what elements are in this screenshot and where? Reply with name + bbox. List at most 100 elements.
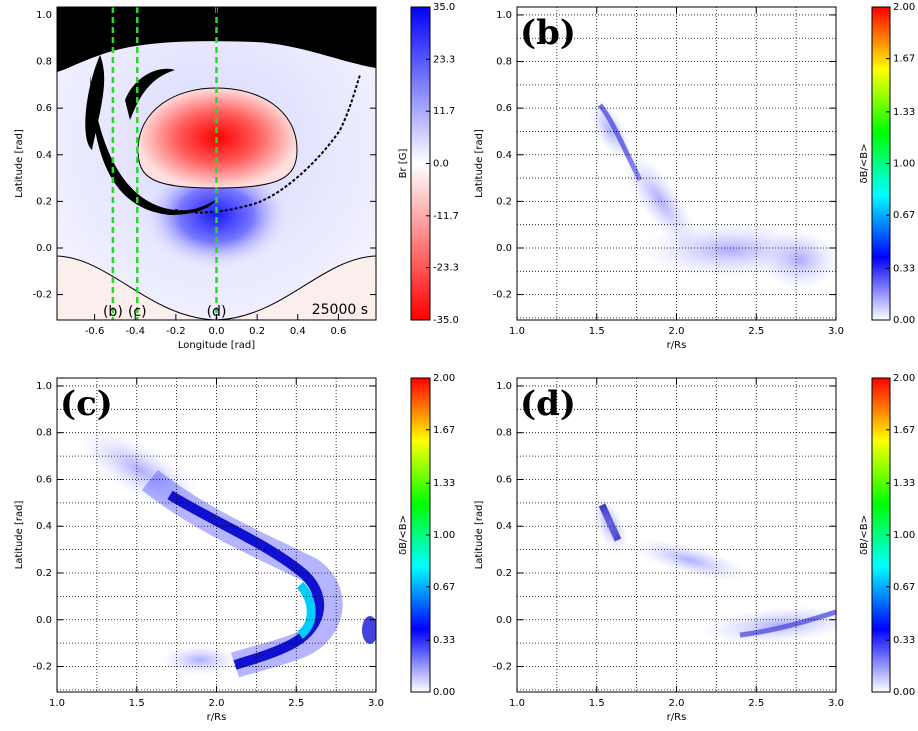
y-tick-label: 0.4 bbox=[496, 521, 512, 532]
x-tick-label: 0.2 bbox=[249, 326, 265, 337]
colorbar-tick-label: 1.33 bbox=[433, 478, 455, 489]
x-tick-label: 0.0 bbox=[209, 326, 225, 337]
y-tick-label: 0.4 bbox=[36, 521, 52, 532]
marker-label: (d) bbox=[207, 304, 227, 320]
x-tick-label: 2.5 bbox=[748, 326, 764, 337]
y-tick-label: 0.2 bbox=[496, 568, 512, 579]
y-tick-label: 1.0 bbox=[496, 10, 512, 21]
colorbar-tick-label: 1.00 bbox=[893, 530, 915, 541]
colorbar-tick-label: 1.67 bbox=[433, 425, 455, 436]
colorbar-tick-label: 1.33 bbox=[893, 107, 915, 118]
y-tick-label: 0.4 bbox=[36, 150, 52, 161]
marker-label: (b) bbox=[103, 304, 123, 320]
x-tick-label: 1.5 bbox=[589, 326, 605, 337]
y-tick-label: 0.6 bbox=[36, 474, 52, 485]
colorbar-tick-label: 23.3 bbox=[433, 54, 455, 65]
y-axis-label: Latitude [rad] bbox=[14, 129, 25, 198]
annotation: 25000 s bbox=[312, 302, 368, 318]
colorbar-tick-label: 0.67 bbox=[433, 582, 455, 593]
colorbar-tick-label: 0.00 bbox=[893, 315, 915, 326]
y-tick-label: 1.0 bbox=[36, 381, 52, 392]
y-tick-label: 0.0 bbox=[36, 615, 52, 626]
colorbar-tick-label: 2.00 bbox=[893, 373, 915, 384]
y-tick-label: 0.8 bbox=[496, 428, 512, 439]
y-tick-label: 1.0 bbox=[496, 381, 512, 392]
colorbar-label: δB/<B> bbox=[859, 144, 870, 184]
y-tick-label: -0.2 bbox=[492, 662, 512, 673]
y-tick-label: -0.2 bbox=[492, 290, 512, 301]
x-tick-label: 0.4 bbox=[290, 326, 306, 337]
colorbar-tick-label: 11.7 bbox=[433, 106, 455, 117]
colorbar-tick-label: 0.67 bbox=[893, 582, 915, 593]
colorbar-tick-label: 2.00 bbox=[433, 373, 455, 384]
x-tick-label: 0.6 bbox=[330, 326, 346, 337]
y-tick-label: 0.2 bbox=[496, 196, 512, 207]
panel-label: (a) bbox=[60, 13, 114, 53]
colorbar-tick-label: 0.33 bbox=[893, 635, 915, 646]
y-axis-label: Latitude [rad] bbox=[474, 129, 485, 198]
x-axis-label: r/Rs bbox=[207, 712, 227, 723]
y-tick-label: 0.4 bbox=[496, 150, 512, 161]
x-tick-label: -0.2 bbox=[166, 326, 186, 337]
colorbar-tick-label: 35.0 bbox=[433, 2, 455, 13]
x-tick-label: -0.4 bbox=[125, 326, 145, 337]
colorbar-label: δB/<B> bbox=[398, 515, 409, 555]
colorbar-tick-label: 0.67 bbox=[893, 210, 915, 221]
x-tick-label: 1.0 bbox=[509, 326, 525, 337]
colorbar-tick-label: -11.7 bbox=[433, 211, 459, 222]
x-axis-label: r/Rs bbox=[667, 712, 687, 723]
x-tick-label: 1.0 bbox=[49, 698, 65, 709]
x-tick-label: 3.0 bbox=[368, 698, 384, 709]
x-tick-label: 2.0 bbox=[669, 698, 685, 709]
y-tick-label: 0.8 bbox=[36, 428, 52, 439]
colorbar-tick-label: 1.00 bbox=[893, 159, 915, 170]
field-d bbox=[591, 495, 836, 645]
colorbar-tick-label: 1.00 bbox=[433, 530, 455, 541]
y-axis-label: Latitude [rad] bbox=[14, 501, 25, 570]
x-tick-label: 2.0 bbox=[209, 698, 225, 709]
y-tick-label: 0.6 bbox=[496, 103, 512, 114]
x-axis-label: r/Rs bbox=[667, 340, 687, 351]
panel-label: (d) bbox=[520, 384, 576, 424]
y-tick-label: -0.2 bbox=[32, 290, 52, 301]
y-tick-label: 0.0 bbox=[36, 243, 52, 254]
y-tick-label: 0.6 bbox=[36, 103, 52, 114]
colorbar-tick-label: 1.67 bbox=[893, 54, 915, 65]
y-axis-label: Latitude [rad] bbox=[474, 501, 485, 570]
y-tick-label: 0.2 bbox=[36, 568, 52, 579]
panel-label: (c) bbox=[60, 384, 113, 424]
x-tick-label: 3.0 bbox=[828, 698, 844, 709]
colorbar-label: δB/<B> bbox=[859, 515, 870, 555]
colorbar-tick-label: 2.00 bbox=[893, 2, 915, 13]
x-tick-label: 2.5 bbox=[748, 698, 764, 709]
y-tick-label: -0.2 bbox=[32, 662, 52, 673]
x-tick-label: 3.0 bbox=[828, 326, 844, 337]
x-tick-label: 1.5 bbox=[589, 698, 605, 709]
x-tick-label: 1.5 bbox=[129, 698, 145, 709]
y-tick-label: 0.0 bbox=[496, 615, 512, 626]
colorbar-tick-label: 0.00 bbox=[893, 687, 915, 698]
colorbar-tick-label: 1.67 bbox=[893, 425, 915, 436]
colorbar-tick-label: 0.33 bbox=[433, 635, 455, 646]
x-tick-label: 2.0 bbox=[669, 326, 685, 337]
field-c bbox=[78, 428, 376, 678]
y-tick-label: 0.8 bbox=[496, 57, 512, 68]
field-a bbox=[57, 7, 376, 320]
y-tick-label: 1.0 bbox=[36, 10, 52, 21]
y-tick-label: 0.0 bbox=[496, 243, 512, 254]
colorbar-tick-label: 0.00 bbox=[433, 687, 455, 698]
colorbar-tick-label: -23.3 bbox=[433, 263, 459, 274]
colorbar-label: Br [G] bbox=[398, 149, 409, 179]
y-tick-label: 0.2 bbox=[36, 196, 52, 207]
colorbar-tick-label: -35.0 bbox=[433, 315, 459, 326]
colorbar-tick-label: 1.33 bbox=[893, 478, 915, 489]
marker-label: (c) bbox=[128, 304, 147, 320]
x-tick-label: -0.6 bbox=[85, 326, 105, 337]
field-b bbox=[588, 98, 836, 290]
colorbar-tick-label: 0.33 bbox=[893, 263, 915, 274]
colorbar-tick-label: 0.0 bbox=[433, 159, 449, 170]
y-tick-label: 0.8 bbox=[36, 57, 52, 68]
x-axis-label: Longitude [rad] bbox=[178, 340, 255, 351]
y-tick-label: 0.6 bbox=[496, 474, 512, 485]
